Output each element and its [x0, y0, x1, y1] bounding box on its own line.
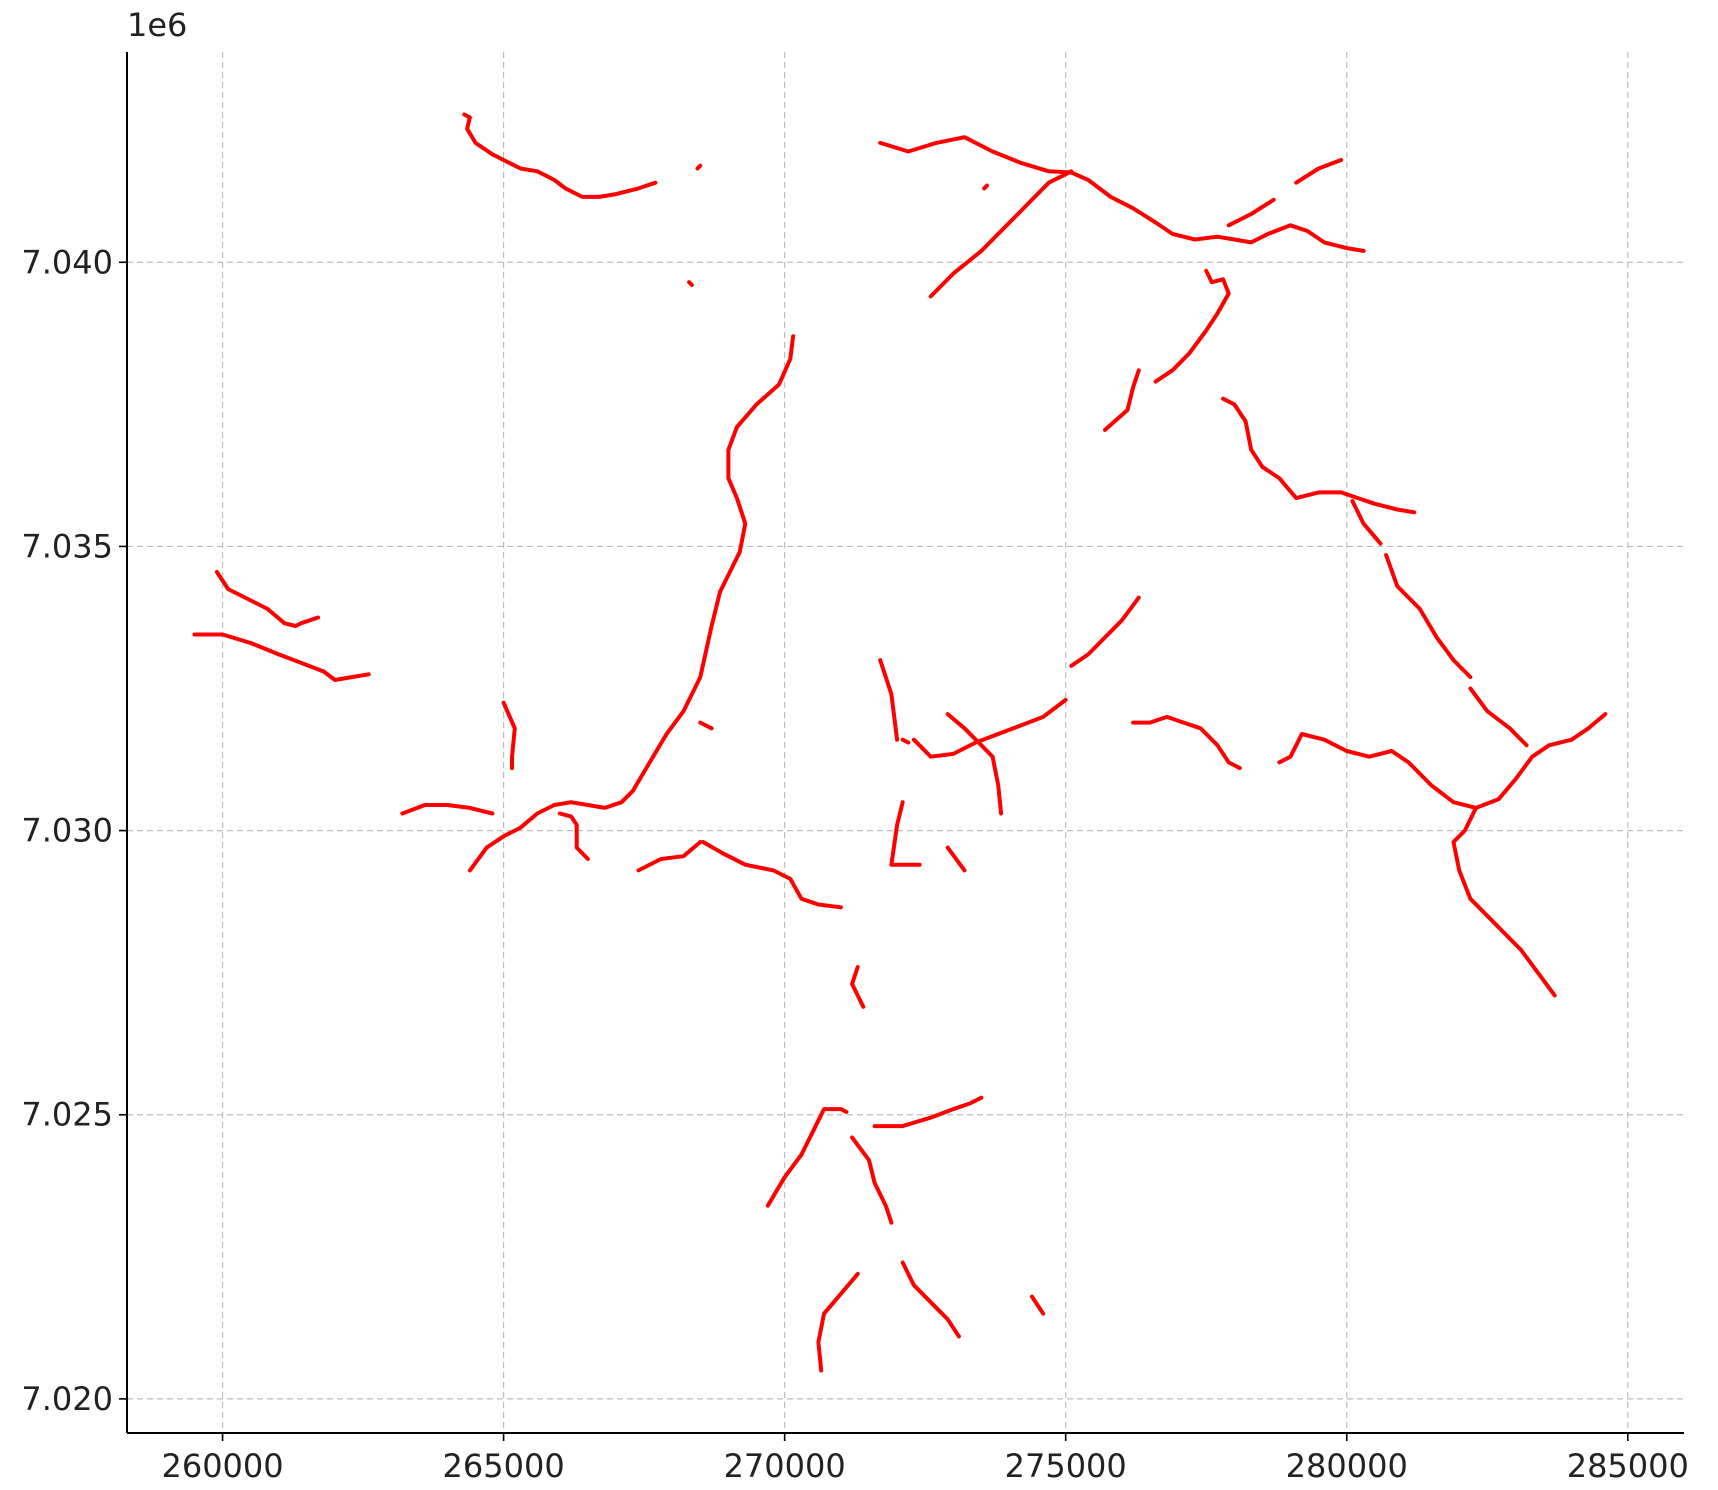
x-tick: 285000	[1567, 1433, 1689, 1485]
river-segment	[1277, 712, 1608, 810]
river-segment	[1384, 553, 1473, 680]
river-segment	[1468, 686, 1529, 748]
river-segment	[636, 840, 703, 873]
river-segment	[462, 112, 658, 199]
x-tick: 275000	[1005, 1433, 1127, 1485]
x-axis-ticks: 260000 265000 270000 275000 280000 285000	[161, 1433, 1689, 1485]
river-segment	[982, 183, 989, 191]
y-tick: 7.030	[21, 812, 127, 850]
grid	[127, 52, 1684, 1433]
river-segment	[192, 632, 371, 682]
river-segment	[889, 800, 922, 867]
river-segment	[701, 840, 843, 910]
river-segment	[945, 845, 967, 873]
river-segment	[1451, 805, 1557, 998]
river-segment	[695, 163, 703, 171]
y-tick-label: 7.035	[21, 527, 113, 565]
river-segment	[1294, 158, 1344, 185]
y-tick: 7.025	[21, 1096, 127, 1134]
river-segment	[501, 700, 517, 771]
river-segment	[900, 737, 911, 745]
y-offset-label: 1e6	[127, 6, 187, 44]
river-segment	[878, 135, 1366, 253]
river-segment	[850, 965, 866, 1009]
river-segment	[467, 334, 796, 873]
y-tick-label: 7.030	[21, 812, 113, 850]
x-tick: 260000	[161, 1433, 284, 1485]
river-segment	[850, 1135, 894, 1225]
river-segment	[911, 697, 1068, 759]
y-tick: 7.020	[21, 1380, 127, 1418]
river-segment	[1131, 714, 1242, 771]
river-segment	[1221, 396, 1417, 515]
river-segment	[698, 720, 714, 731]
x-tick-label: 270000	[724, 1447, 846, 1485]
y-axis-ticks: 7.020 7.025 7.030 7.035 7.040	[21, 243, 127, 1418]
river-segment	[1350, 499, 1383, 546]
x-tick-label: 280000	[1286, 1447, 1408, 1485]
river-segment	[765, 1107, 849, 1208]
y-tick: 7.035	[21, 527, 127, 565]
x-tick-label: 275000	[1005, 1447, 1127, 1485]
river-segment	[400, 803, 495, 816]
river-segment	[872, 1095, 984, 1129]
river-network	[192, 112, 1608, 1373]
river-segment	[214, 570, 321, 628]
river-segment	[945, 712, 1004, 816]
y-tick-label: 7.040	[21, 243, 113, 281]
y-tick: 7.040	[21, 243, 127, 281]
river-segment	[557, 811, 590, 861]
river-segment	[687, 280, 694, 287]
x-tick-label: 265000	[443, 1447, 565, 1485]
river-segment	[1226, 197, 1276, 228]
x-tick-label: 285000	[1567, 1447, 1689, 1485]
y-tick-label: 7.025	[21, 1096, 113, 1134]
river-segment	[1103, 368, 1141, 432]
river-segment	[928, 169, 1074, 299]
river-segment	[878, 658, 900, 742]
river-segment	[1153, 268, 1231, 384]
x-tick: 280000	[1286, 1433, 1408, 1485]
x-tick: 270000	[724, 1433, 846, 1485]
x-tick-label: 260000	[161, 1447, 283, 1485]
y-tick-label: 7.020	[21, 1380, 113, 1418]
river-segment	[900, 1260, 961, 1339]
river-segment	[1030, 1294, 1046, 1316]
river-segment	[816, 1271, 860, 1373]
x-tick: 265000	[443, 1433, 565, 1485]
river-segment	[1069, 595, 1141, 668]
